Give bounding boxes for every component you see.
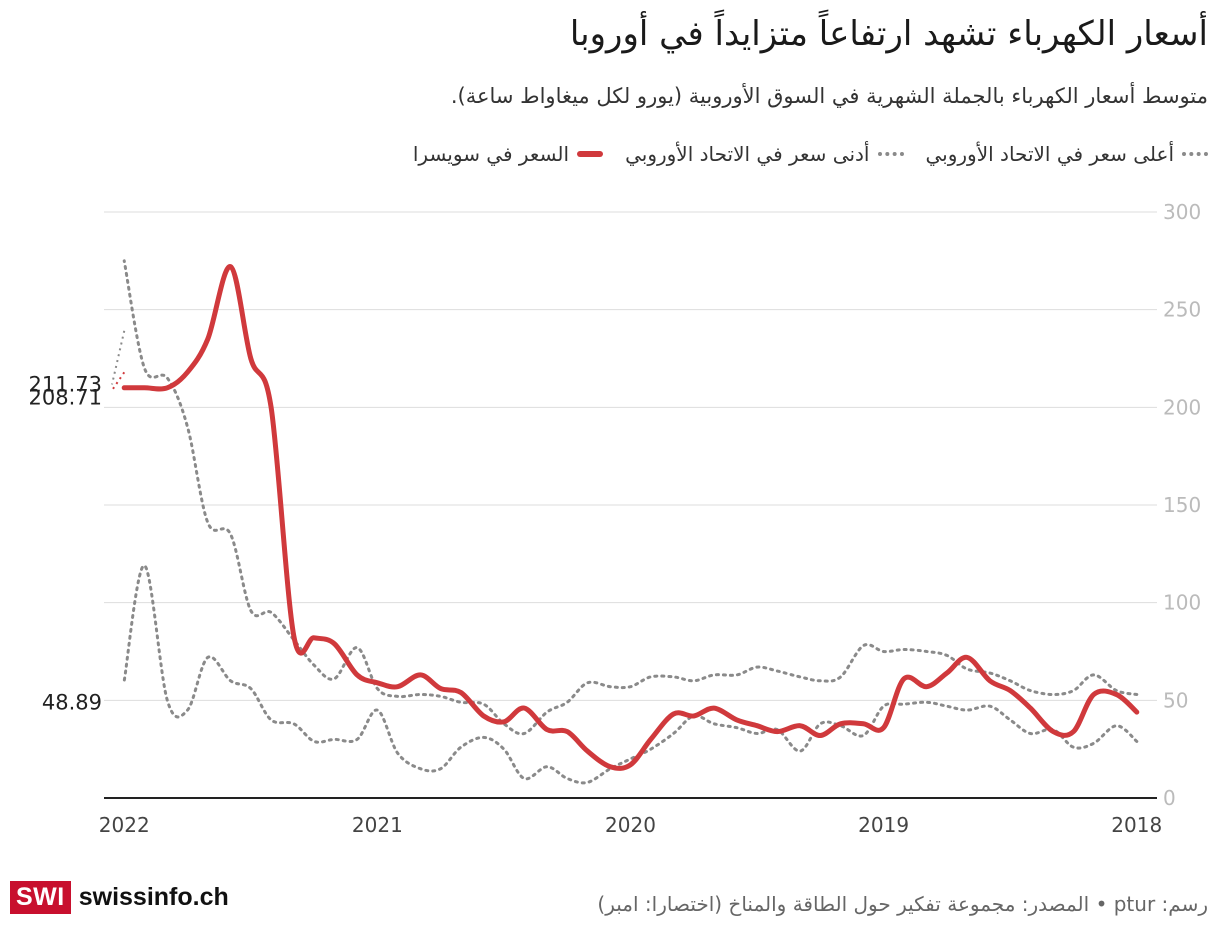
series-line-swiss: [121, 264, 1140, 771]
x-tick-label-2020: 2020: [605, 813, 656, 837]
legend-label-max: أعلى سعر في الاتحاد الأوروبي: [925, 142, 1175, 166]
footer-source: رسم: ptur • المصدر: مجموعة تفكير حول الط…: [597, 892, 1208, 916]
legend-item-max: أعلى سعر في الاتحاد الأوروبي: [925, 142, 1208, 166]
swissinfo-logo[interactable]: SWI swissinfo.ch: [10, 881, 229, 914]
y-tick-label-150: 150: [1163, 493, 1201, 517]
legend-swatch-max-icon: [1182, 152, 1208, 156]
y-tick-label-50: 50: [1163, 688, 1188, 712]
y-tick-label-200: 200: [1163, 395, 1201, 419]
legend-label-min: أدنى سعر في الاتحاد الأوروبي: [625, 142, 870, 166]
x-tick-label-2019: 2019: [858, 813, 909, 837]
y-tick-label-100: 100: [1163, 591, 1201, 615]
chart-legend: أعلى سعر في الاتحاد الأوروبي أدنى سعر في…: [413, 142, 1208, 166]
leader-max: [111, 330, 126, 385]
leader-swiss: [111, 371, 126, 391]
legend-swatch-min-icon: [877, 152, 904, 156]
legend-label-swiss: السعر في سويسرا: [412, 142, 570, 166]
legend-swatch-swiss-icon: [577, 151, 604, 157]
y-tick-label-300: 300: [1163, 200, 1201, 224]
y-tick-label-250: 250: [1163, 298, 1201, 322]
logo-text: swissinfo.ch: [78, 883, 229, 911]
legend-item-swiss: السعر في سويسرا: [412, 142, 604, 166]
end-label-max: 211.73: [29, 372, 102, 396]
logo-box: SWI: [10, 881, 71, 914]
y-tick-label-0: 0: [1163, 786, 1176, 810]
chart-title: أسعار الكهرباء تشهد ارتفاعاً متزايداً في…: [569, 14, 1208, 54]
x-tick-label-2022: 2022: [99, 813, 150, 837]
chart-subtitle: متوسط أسعار الكهرباء بالجملة الشهرية في …: [450, 84, 1208, 108]
end-label-min: 48.89: [42, 691, 102, 715]
x-tick-label-2021: 2021: [352, 813, 403, 837]
series-line-max: [122, 259, 1139, 736]
x-tick-label-2018: 2018: [1111, 813, 1162, 837]
legend-item-min: أدنى سعر في الاتحاد الأوروبي: [625, 142, 904, 166]
end-label-swiss: 208.71: [29, 385, 102, 409]
